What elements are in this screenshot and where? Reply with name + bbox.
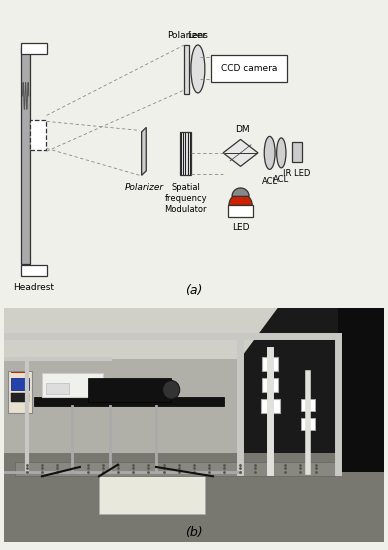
Polygon shape — [142, 128, 146, 175]
Bar — [4, 360, 384, 460]
Text: Spatial
frequency
Modulator: Spatial frequency Modulator — [165, 183, 207, 214]
Bar — [182, 132, 183, 175]
Bar — [189, 132, 190, 175]
Bar — [99, 472, 205, 514]
Bar — [34, 397, 224, 406]
Bar — [260, 399, 279, 413]
Bar — [301, 418, 315, 430]
Bar — [46, 383, 69, 394]
Text: (b): (b) — [185, 526, 203, 540]
Polygon shape — [229, 194, 252, 205]
Bar — [42, 373, 103, 397]
Bar — [21, 265, 47, 276]
Text: Headrest: Headrest — [14, 283, 54, 292]
Polygon shape — [223, 139, 258, 166]
Bar — [12, 393, 29, 402]
Text: Polarizer: Polarizer — [167, 31, 206, 41]
Bar — [12, 372, 29, 373]
Polygon shape — [338, 308, 384, 472]
Bar — [190, 132, 191, 175]
Bar — [262, 357, 278, 371]
Text: IR LED: IR LED — [283, 169, 311, 178]
Ellipse shape — [163, 381, 180, 399]
Bar — [188, 132, 189, 175]
Text: ACL: ACL — [273, 175, 289, 184]
Text: Polarizer: Polarizer — [125, 183, 163, 192]
Bar — [184, 45, 189, 95]
Bar — [4, 453, 384, 542]
Bar — [12, 378, 29, 390]
Bar — [292, 142, 302, 162]
Bar — [180, 132, 182, 175]
Bar — [184, 132, 185, 175]
Ellipse shape — [264, 136, 275, 169]
Text: LED: LED — [232, 223, 249, 232]
Bar — [187, 132, 188, 175]
Bar — [4, 308, 384, 360]
Text: CCD camera: CCD camera — [221, 64, 277, 74]
Bar — [30, 120, 46, 150]
Bar — [8, 371, 33, 413]
Bar — [21, 43, 47, 54]
Bar — [185, 132, 187, 175]
Text: Lens: Lens — [187, 31, 208, 41]
Ellipse shape — [277, 138, 286, 168]
Polygon shape — [240, 308, 384, 460]
Bar — [301, 399, 315, 411]
Bar — [180, 132, 191, 175]
Bar — [21, 48, 30, 264]
Text: ACL: ACL — [262, 177, 278, 186]
Text: DM: DM — [235, 125, 250, 134]
Text: (a): (a) — [185, 284, 203, 297]
Bar — [262, 378, 278, 392]
Bar — [88, 378, 171, 402]
Ellipse shape — [191, 45, 205, 93]
Bar — [228, 205, 253, 217]
Bar — [15, 462, 335, 476]
Polygon shape — [232, 188, 249, 196]
Bar — [211, 56, 287, 82]
Bar — [183, 132, 184, 175]
